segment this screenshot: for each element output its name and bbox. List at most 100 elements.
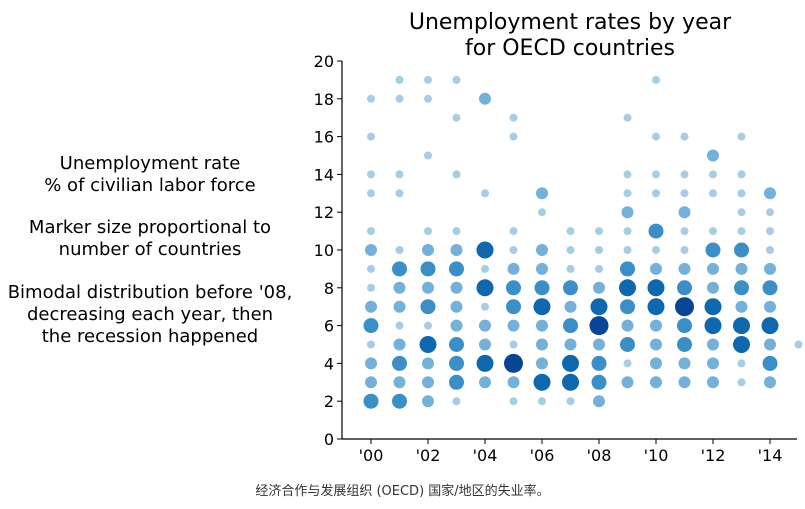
data-point: [392, 355, 407, 371]
data-point: [705, 242, 721, 258]
data-point: [762, 355, 778, 371]
data-point: [677, 318, 692, 334]
data-point: [393, 376, 406, 389]
data-point: [707, 376, 719, 389]
y-tick-label: 0: [324, 430, 334, 449]
data-point: [709, 170, 717, 179]
data-point: [422, 376, 434, 389]
data-point: [652, 132, 660, 141]
data-point: [479, 319, 491, 332]
data-point: [566, 246, 575, 254]
data-point: [566, 264, 575, 273]
data-point: [680, 170, 689, 179]
points-layer: [363, 75, 803, 409]
data-point: [620, 299, 635, 315]
data-point: [766, 208, 774, 217]
y-tick-label: 12: [314, 203, 334, 222]
annotation-unemployment-rate: Unemployment rate % of civilian labor fo…: [44, 153, 256, 196]
data-point: [733, 336, 750, 353]
data-point: [509, 113, 518, 122]
data-point: [680, 246, 689, 254]
data-point: [678, 206, 691, 219]
data-point: [506, 299, 521, 315]
data-point: [509, 340, 518, 349]
y-tick-label: 14: [314, 165, 334, 184]
y-tick-label: 2: [324, 392, 334, 411]
x-tick-label: '02: [416, 446, 441, 465]
data-point: [395, 75, 404, 84]
data-point: [737, 208, 746, 217]
data-point: [595, 246, 603, 254]
data-point: [424, 227, 432, 236]
data-point: [734, 280, 749, 296]
data-point: [476, 279, 494, 297]
data-point: [623, 246, 632, 254]
data-point: [595, 227, 603, 236]
data-point: [367, 283, 375, 292]
data-point: [650, 319, 662, 332]
data-point: [566, 227, 575, 236]
data-point: [395, 170, 404, 179]
data-point: [538, 208, 546, 217]
data-point: [623, 227, 632, 236]
annotation-marker-size: Marker size proportional to number of co…: [28, 217, 272, 260]
data-point: [678, 376, 691, 389]
annotation-bimodal: Bimodal distribution before '08, decreas…: [7, 282, 293, 347]
data-point: [367, 340, 375, 349]
data-point: [704, 298, 722, 316]
data-point: [650, 376, 662, 389]
data-point: [449, 355, 464, 371]
data-point: [566, 397, 575, 406]
data-point: [536, 262, 548, 275]
data-point: [509, 132, 518, 141]
data-point: [536, 319, 548, 332]
data-point: [621, 206, 634, 219]
data-point: [737, 227, 746, 236]
axes-layer: 0 2 4 6 8 10 12 14 16 18 20 '00 '02 '04 '06 '08 '10 '12 '1…: [314, 52, 797, 465]
data-point: [764, 376, 776, 389]
data-point: [450, 244, 463, 256]
data-point: [449, 374, 464, 390]
data-point: [563, 318, 578, 334]
data-point: [647, 279, 665, 297]
x-tick-label: '14: [758, 446, 783, 465]
data-point: [395, 94, 404, 103]
y-tick-label: 8: [324, 279, 334, 298]
data-point: [536, 187, 548, 200]
data-point: [509, 246, 518, 254]
data-point: [562, 354, 579, 372]
data-point: [479, 92, 491, 105]
data-point: [422, 357, 434, 370]
data-point: [707, 262, 719, 275]
data-point: [393, 300, 406, 313]
data-point: [678, 262, 691, 275]
data-point: [476, 241, 494, 259]
data-point: [593, 395, 605, 408]
data-point: [393, 338, 406, 351]
data-point: [707, 281, 719, 294]
data-point: [591, 355, 607, 371]
data-point: [363, 318, 379, 334]
data-point: [704, 317, 722, 335]
data-point: [623, 113, 632, 122]
data-point: [621, 319, 634, 332]
data-point: [536, 244, 548, 256]
data-point: [652, 170, 660, 179]
y-tick-label: 6: [324, 317, 334, 336]
data-point: [536, 357, 548, 370]
data-point: [707, 357, 719, 370]
data-point: [650, 338, 662, 351]
data-point: [707, 149, 719, 162]
data-point: [677, 280, 692, 296]
figure-caption: 经济合作与发展组织 (OECD) 国家/地区的失业率。: [255, 484, 550, 499]
chart-title: Unemployment rates by year for OECD count…: [409, 10, 732, 61]
data-point: [680, 132, 689, 141]
data-point: [563, 280, 578, 296]
data-point: [365, 376, 377, 389]
x-tick-label: '08: [587, 446, 612, 465]
data-point: [452, 75, 461, 84]
data-point: [476, 354, 494, 372]
data-point: [424, 75, 432, 84]
